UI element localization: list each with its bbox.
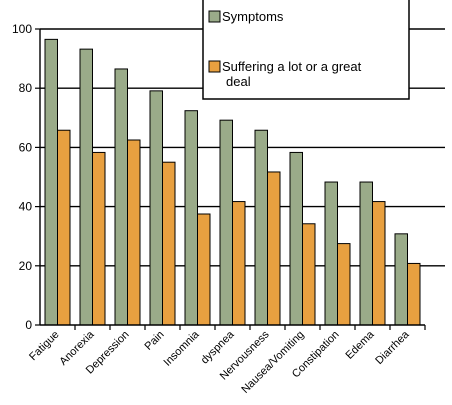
axes [35,28,426,330]
bar-symptoms-depression [114,68,128,326]
bar-symptoms-constipation [324,181,338,326]
y-tick-label: 100 [12,22,32,36]
bar-suffering-constipation [337,243,351,326]
bar-suffering-anorexia [92,151,106,326]
bar-symptoms-nervousness [254,129,268,326]
bar-suffering-dyspnea [232,201,246,326]
y-tick-labels: 0 20 40 60 80 100 [12,22,32,332]
bar-symptoms-edema [359,181,373,326]
y-tick-label: 80 [19,81,33,95]
legend-label: Symptoms [222,9,284,24]
bar-suffering-fatigue [57,129,71,326]
legend: Symptoms Suffering a lot or a great deal [202,0,410,100]
bar-suffering-edema [372,201,386,326]
x-tick-label: Nausea/Vomiting [239,329,306,396]
bar-suffering-insomnia [197,213,211,326]
bar-symptoms-pain [149,90,163,326]
x-tick-label: Fatigue [27,329,61,363]
y-tick-label: 0 [25,318,32,332]
y-tick-label: 20 [19,259,33,273]
x-tick-label: Edema [343,328,377,362]
x-tick-label: Pain [143,329,167,353]
bar-suffering-depression [127,139,141,326]
bar-symptoms-insomnia [184,110,198,326]
bar-suffering-pain [162,161,176,326]
bar-symptoms-fatigue [44,38,58,326]
legend-box [202,0,410,100]
legend-swatch [208,10,221,23]
bar-suffering-nervousness [267,171,281,326]
bar-symptoms-anorexia [79,48,93,326]
y-tick-label: 60 [19,140,33,154]
bar-symptoms-dyspnea [219,119,233,326]
y-tick-label: 40 [19,200,33,214]
x-tick-label: Diarrhea [373,328,412,367]
legend-label: Suffering a lot or a great deal [222,59,362,89]
bar-suffering-diarrhea [407,262,421,326]
legend-swatch [208,60,221,73]
bar-symptoms-nausea-vomiting [289,151,303,326]
bar-suffering-nausea-vomiting [302,223,316,326]
bar-symptoms-diarrhea [394,233,408,326]
x-tick-label: Insomnia [162,328,203,369]
